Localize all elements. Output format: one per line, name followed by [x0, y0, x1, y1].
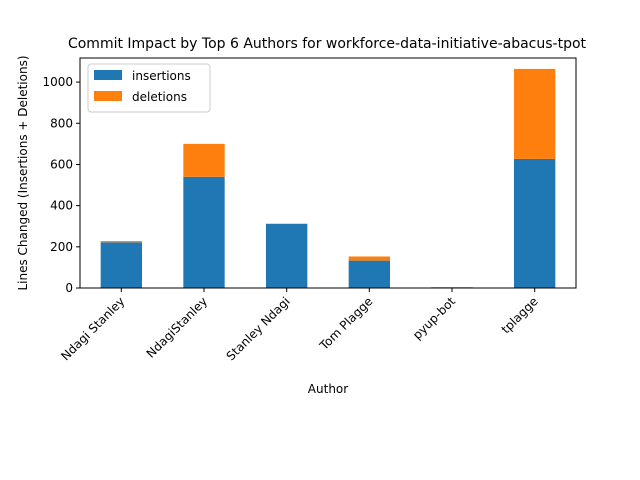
x-axis-label: Author — [308, 382, 348, 396]
chart-title: Commit Impact by Top 6 Authors for workf… — [68, 36, 587, 52]
y-axis-label: Lines Changed (Insertions + Deletions) — [16, 55, 30, 290]
x-tick-label: pyup-bot — [410, 294, 458, 342]
y-tick-label: 200 — [50, 240, 73, 254]
bar-insertions-2 — [266, 223, 308, 288]
y-axis: 0 200 400 600 800 1000 — [42, 75, 80, 295]
legend-label-deletions: deletions — [132, 90, 187, 104]
bar-deletions-1 — [183, 143, 225, 177]
bars-group — [100, 68, 556, 288]
y-tick-label: 400 — [50, 199, 73, 213]
bar-deletions-5 — [514, 68, 556, 159]
x-axis: Ndagi Stanley NdagiStanley Stanley Ndagi To… — [58, 288, 541, 363]
bar-insertions-1 — [183, 176, 225, 288]
y-tick-label: 1000 — [42, 75, 73, 89]
y-tick-label: 0 — [65, 281, 73, 295]
bar-insertions-3 — [348, 260, 390, 288]
bar-deletions-0 — [100, 241, 142, 243]
legend-swatch-insertions — [94, 70, 122, 80]
x-tick-label: Stanley Ndagi — [224, 294, 293, 363]
y-tick-label: 600 — [50, 157, 73, 171]
x-tick-label: Tom Plagge — [316, 294, 375, 353]
legend-swatch-deletions — [94, 91, 122, 101]
bar-deletions-3 — [348, 256, 390, 261]
x-tick-label: NdagiStanley — [144, 294, 210, 360]
bar-insertions-0 — [100, 242, 142, 288]
bar-insertions-5 — [514, 158, 556, 288]
y-tick-label: 800 — [50, 116, 73, 130]
plot-frame — [79, 57, 577, 289]
legend-label-insertions: insertions — [132, 69, 191, 83]
x-tick-label: tplagge — [499, 294, 541, 336]
legend: insertions deletions — [87, 63, 211, 113]
x-tick-label: Ndagi Stanley — [58, 294, 127, 363]
